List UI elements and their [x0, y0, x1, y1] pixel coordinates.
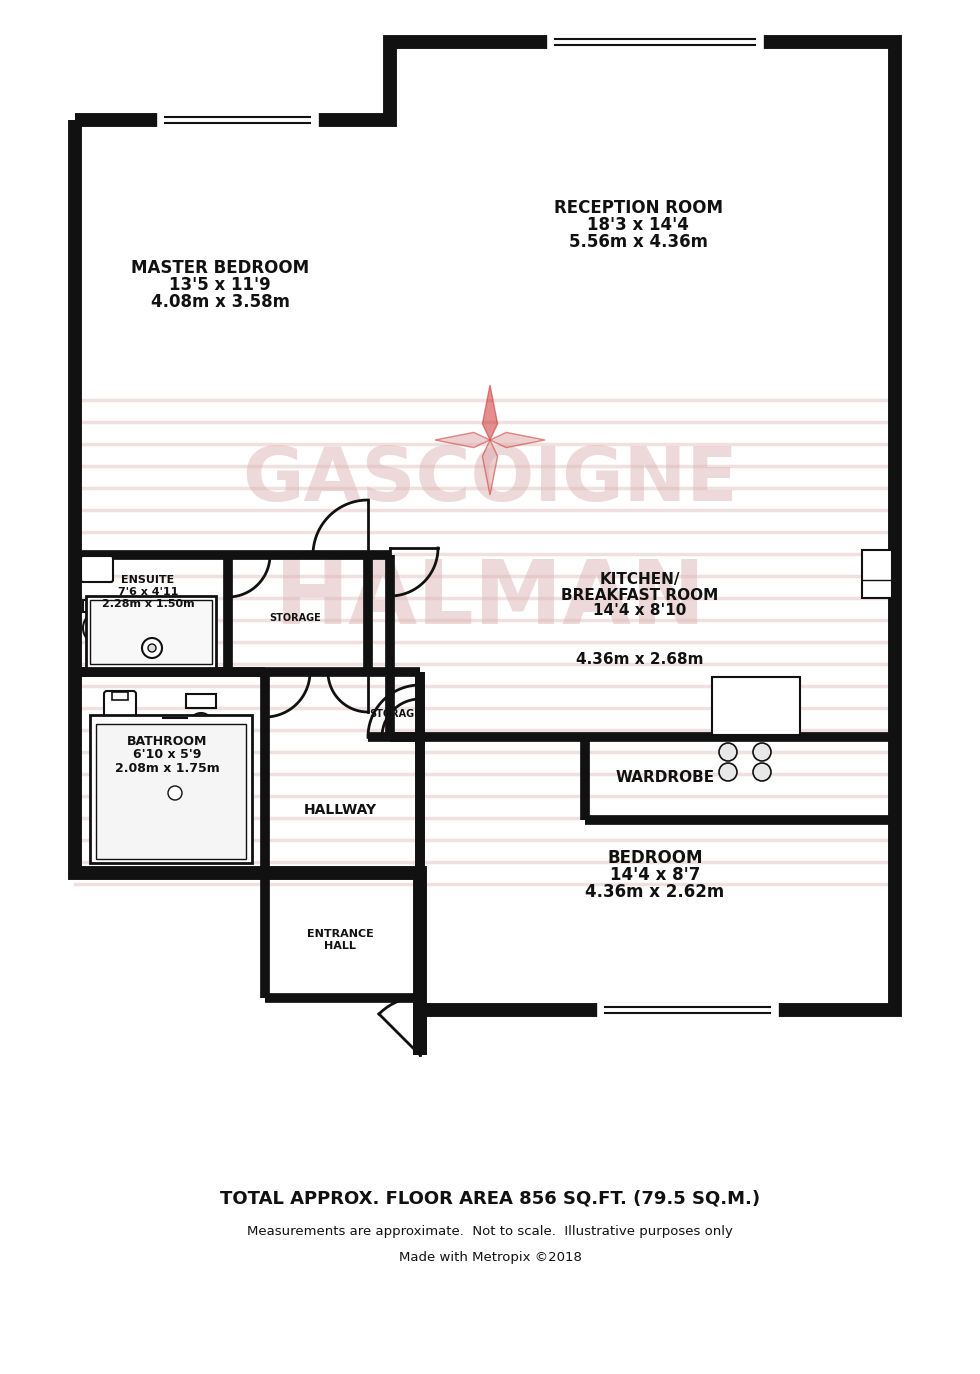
Text: 4.36m x 2.62m: 4.36m x 2.62m [585, 883, 724, 901]
Bar [96, 724, 246, 859]
Circle shape [148, 644, 156, 653]
Text: STORAGE: STORAGE [270, 613, 320, 622]
Text: MASTER BEDROOM: MASTER BEDROOM [131, 258, 309, 276]
Text: Made with Metropix ©2018: Made with Metropix ©2018 [399, 1252, 581, 1264]
Text: HALLWAY: HALLWAY [304, 802, 376, 818]
Circle shape [719, 743, 737, 761]
Text: 13'5 x 11'9: 13'5 x 11'9 [170, 276, 270, 294]
Text: 5.56m x 4.36m: 5.56m x 4.36m [568, 234, 708, 251]
Text: GASCOIGNE: GASCOIGNE [242, 444, 738, 517]
Polygon shape [435, 433, 490, 448]
Text: HALL: HALL [324, 941, 356, 951]
Text: 6'10 x 5'9: 6'10 x 5'9 [133, 749, 201, 761]
Text: 18'3 x 14'4: 18'3 x 14'4 [587, 216, 689, 234]
Bar [186, 694, 216, 708]
Bar [90, 600, 212, 664]
Ellipse shape [187, 713, 215, 747]
Text: BATHROOM: BATHROOM [126, 735, 207, 749]
Text: 2.28m x 1.50m: 2.28m x 1.50m [102, 599, 194, 609]
FancyBboxPatch shape [81, 556, 113, 583]
Bar [83, 600, 107, 611]
Text: RECEPTION ROOM: RECEPTION ROOM [554, 199, 722, 217]
Circle shape [168, 786, 182, 800]
Circle shape [142, 638, 162, 658]
Text: HALMAN: HALMAN [274, 556, 706, 643]
Text: 14'4 x 8'7: 14'4 x 8'7 [610, 866, 700, 883]
Text: BREAKFAST ROOM: BREAKFAST ROOM [562, 588, 718, 603]
Bar [86, 596, 216, 668]
Text: STORAGE: STORAGE [369, 709, 420, 719]
Text: Measurements are approximate.  Not to scale.  Illustrative purposes only: Measurements are approximate. Not to sca… [247, 1226, 733, 1238]
Text: WARDROBE: WARDROBE [615, 771, 714, 786]
Bar [112, 692, 128, 699]
Text: 14'4 x 8'10: 14'4 x 8'10 [593, 603, 687, 618]
Text: 4.08m x 3.58m: 4.08m x 3.58m [151, 294, 289, 312]
Text: ENSUITE: ENSUITE [122, 576, 174, 585]
Circle shape [753, 763, 771, 780]
Text: 2.08m x 1.75m: 2.08m x 1.75m [115, 761, 220, 775]
Circle shape [753, 743, 771, 761]
Circle shape [719, 763, 737, 780]
Text: KITCHEN/: KITCHEN/ [600, 572, 680, 587]
Bar [90, 714, 252, 863]
Text: BEDROOM: BEDROOM [608, 849, 703, 867]
Polygon shape [482, 385, 498, 440]
Polygon shape [490, 433, 545, 448]
Bar [862, 550, 892, 598]
Text: 4.36m x 2.68m: 4.36m x 2.68m [576, 653, 704, 668]
Text: ENTRANCE: ENTRANCE [307, 929, 373, 940]
Text: 7'6 x 4'11: 7'6 x 4'11 [118, 587, 178, 596]
Polygon shape [482, 440, 498, 495]
Ellipse shape [83, 614, 107, 642]
FancyBboxPatch shape [104, 691, 136, 719]
Text: TOTAL APPROX. FLOOR AREA 856 SQ.FT. (79.5 SQ.M.): TOTAL APPROX. FLOOR AREA 856 SQ.FT. (79.… [220, 1189, 760, 1206]
Bar [712, 677, 800, 735]
